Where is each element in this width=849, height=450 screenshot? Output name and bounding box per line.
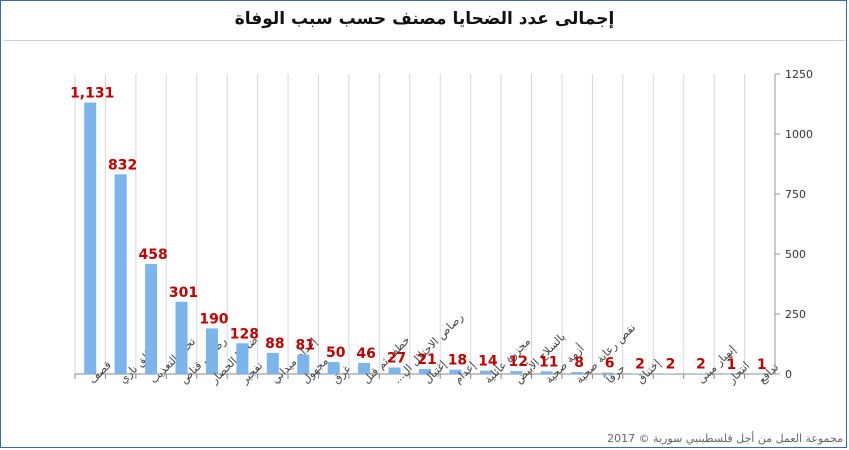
bar xyxy=(84,102,97,374)
data-label: 832 xyxy=(108,157,137,173)
bar xyxy=(358,362,371,374)
data-label: 14 xyxy=(478,354,498,370)
bar xyxy=(205,328,218,374)
y-tick-label: 750 xyxy=(785,188,806,201)
bar xyxy=(753,373,766,375)
y-tick-label: 1250 xyxy=(785,68,813,81)
bar xyxy=(449,369,462,374)
bar xyxy=(266,352,279,374)
bar xyxy=(479,370,492,374)
data-label: 81 xyxy=(296,338,315,354)
bar xyxy=(388,367,401,374)
bar xyxy=(236,343,249,374)
data-label: 2 xyxy=(666,357,676,373)
bar xyxy=(632,373,645,375)
data-label: 27 xyxy=(387,351,406,367)
data-label: 50 xyxy=(326,345,346,361)
data-label: 2 xyxy=(696,357,706,373)
data-label: 18 xyxy=(448,353,467,369)
data-label: 190 xyxy=(199,311,228,327)
data-label: 1,131 xyxy=(70,86,114,102)
bar xyxy=(662,373,675,375)
data-label: 1 xyxy=(726,357,736,373)
bar xyxy=(571,372,584,374)
data-label: 458 xyxy=(138,247,167,263)
y-tick-label: 0 xyxy=(785,368,792,381)
bar xyxy=(297,354,310,374)
y-tick-label: 250 xyxy=(785,308,806,321)
data-label: 1 xyxy=(757,357,767,373)
bar xyxy=(540,371,553,374)
data-label: 128 xyxy=(230,326,259,342)
bar xyxy=(145,264,158,374)
bar xyxy=(601,372,614,374)
data-label: 301 xyxy=(169,285,198,301)
bar xyxy=(510,371,523,374)
copyright-text: مجموعة العمل من أجل فلسطينيي سورية © 201… xyxy=(607,432,843,445)
y-tick-label: 500 xyxy=(785,248,806,261)
data-label: 88 xyxy=(265,336,284,352)
bar xyxy=(175,301,188,374)
bar xyxy=(692,373,705,375)
bar xyxy=(723,373,736,375)
y-tick-label: 1000 xyxy=(785,128,813,141)
data-label: 2 xyxy=(635,357,645,373)
data-label: 11 xyxy=(539,354,558,370)
bar xyxy=(327,362,340,374)
chart-title: إجمالى عدد الضحايا مصنف حسب سبب الوفاة xyxy=(234,9,615,29)
data-label: 21 xyxy=(417,352,436,368)
data-label: 12 xyxy=(509,354,528,370)
title-divider xyxy=(4,40,845,41)
bar xyxy=(419,368,431,374)
bar xyxy=(114,174,127,374)
data-label: 46 xyxy=(356,346,375,362)
data-label: 8 xyxy=(574,355,584,371)
data-label: 6 xyxy=(605,356,615,372)
